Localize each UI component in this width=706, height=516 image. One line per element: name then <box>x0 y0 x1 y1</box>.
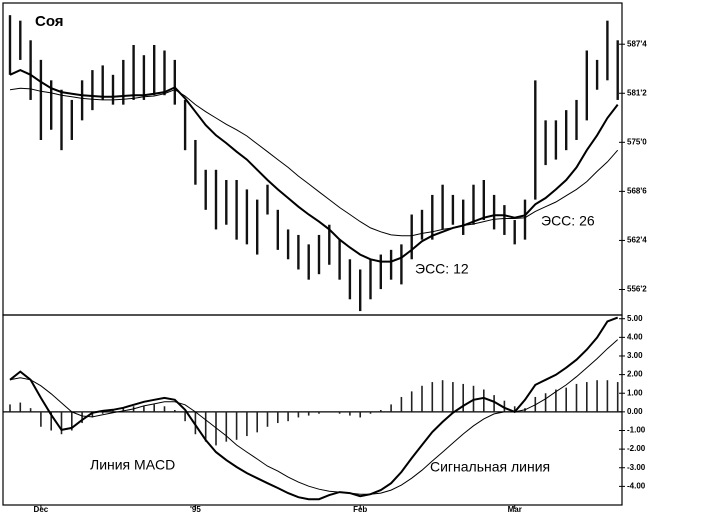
price-panel-frame <box>2 2 623 316</box>
line <box>9 339 619 495</box>
y-tick-label: -1.00 <box>627 426 646 435</box>
y-tick-label: 3.00 <box>627 351 643 360</box>
line <box>9 69 619 263</box>
y-tick-label: 562'4 <box>627 236 647 245</box>
y-tick-label: 5.00 <box>627 314 643 323</box>
y-tick-label: 1.00 <box>627 388 643 397</box>
line-label: Линия MACD <box>90 457 175 473</box>
y-tick-label: 4.00 <box>627 332 643 341</box>
y-tick-label: 556'2 <box>627 285 647 294</box>
macd-panel-frame <box>2 314 623 506</box>
y-tick-label: 587'4 <box>627 39 647 48</box>
line <box>9 87 619 237</box>
x-tick-label: Feb <box>353 505 367 514</box>
y-tick-label: 568'6 <box>627 186 647 195</box>
line-label: ЭСС: 12 <box>415 261 469 277</box>
y-tick-label: -3.00 <box>627 463 646 472</box>
line-label: ЭСС: 26 <box>541 213 595 229</box>
chart-title: Соя <box>35 13 64 30</box>
x-tick-label: Mar <box>508 505 522 514</box>
y-tick-label: 2.00 <box>627 370 643 379</box>
x-tick-label: '95 <box>190 505 201 514</box>
line <box>9 316 619 501</box>
y-tick-label: 575'0 <box>627 137 647 146</box>
line-label: Сигнальная линия <box>430 459 550 475</box>
y-tick-label: -2.00 <box>627 444 646 453</box>
y-tick-label: -4.00 <box>627 481 646 490</box>
y-tick-label: 0.00 <box>627 407 643 416</box>
y-tick-label: 581'2 <box>627 88 647 97</box>
x-tick-label: Dec <box>34 505 49 514</box>
